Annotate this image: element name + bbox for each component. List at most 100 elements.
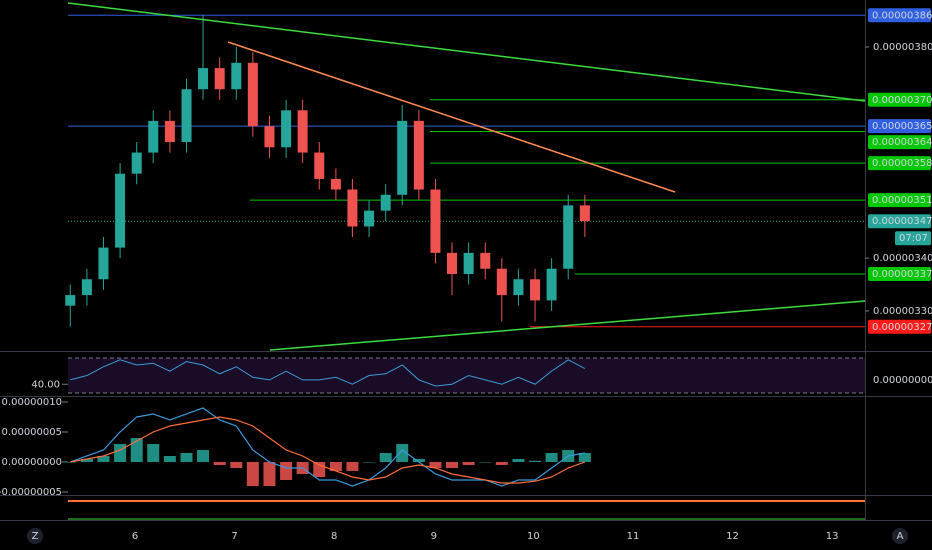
trend-line [227,41,676,193]
signal-line [70,416,586,484]
macd-tick-label: -0.00000005 [0,487,62,498]
candle-body [65,295,76,306]
candle-body [181,89,192,143]
price-tag [868,119,931,134]
y-tick-label: 0.00000330 [873,306,932,317]
candle-body [347,189,358,227]
x-tick-label: 10 [527,531,540,542]
candle-body [447,252,458,274]
candle-body [131,152,142,174]
price-tag-label: 0.00000347 [872,216,932,227]
x-tick-label: 9 [431,531,437,542]
macd-histogram-bar [495,461,508,465]
candle-body [530,279,541,301]
candle-body [264,126,275,148]
candle-body [98,247,109,280]
bottom-strip [68,500,865,520]
macd-histogram-bar [280,461,293,480]
macd-histogram-bar [147,443,160,462]
candle-body [164,120,175,143]
scale-button-label[interactable]: Z [32,531,39,542]
macd-histogram-bar [512,458,525,462]
price-tag [868,8,931,23]
x-tick-label: 7 [231,531,237,542]
plot: 6 7 8 9 10 11 12 13 0.00000380 0.00000340 0.000003… [0,8,932,542]
macd-histogram-bar [329,461,342,471]
candle-body [281,110,292,148]
rsi-tick-label: 40.00 [31,379,60,390]
price-tag-label: 0.00000327 [872,322,932,333]
x-tick-label: 13 [826,531,839,542]
price-tag [868,319,931,334]
macd-histogram-bar [479,461,492,463]
auto-button-label[interactable]: A [897,531,904,542]
rsi-band [68,358,865,393]
candle-body [214,68,225,90]
trend-line [67,2,866,102]
macd-histogram-bar [197,449,210,462]
price-tag [868,266,931,281]
candle-body [480,252,491,269]
candle-body [579,205,590,222]
candle-body [380,194,391,211]
macd-histogram-bar [462,461,475,465]
trend-line [269,300,866,351]
price-tag [868,92,931,107]
x-tick-label: 6 [132,531,138,542]
price-tag-label: 0.00000365 [872,121,932,132]
price-tag [868,135,931,150]
macd-histogram-bar [346,461,359,471]
price-tag-label: 0.00000337 [872,269,932,280]
candle-body [563,205,574,269]
countdown: 07:07 [899,233,928,244]
x-tick-label: 11 [627,531,640,542]
price-tag-label: 0.00000358 [872,158,932,169]
macd-histogram-bar [130,437,143,462]
scale-button[interactable] [27,528,43,544]
trend-lines [67,2,866,351]
macd-histogram-bar [429,461,442,468]
macd-histogram-bar [230,461,243,468]
candle-body [330,178,341,190]
macd-histogram-bar [180,452,193,462]
price-tag [868,156,931,171]
candle-body [115,173,126,248]
candle-body [513,279,524,296]
candle-body [148,120,159,153]
countdown-tag [895,231,931,246]
price-tag-label: 0.00000386 [872,10,932,21]
macd-line [70,407,585,487]
price-tag-label: 0.00000364 [872,137,932,148]
macd-histogram-bar [213,461,226,465]
macd-histogram-bar [578,452,591,462]
price-tag [868,193,931,208]
rsi-axis-label: 0.00000000 [873,375,932,386]
rsi-line [70,359,586,387]
macd-tick-label: 0.00000005 [2,427,62,438]
candle-body [297,110,308,153]
macd-histogram-bar [529,460,542,462]
price-tag-label: 0.00000351 [872,195,932,206]
macd-histogram-bar [412,458,425,462]
candle-body [231,62,242,90]
macd-histogram-bar [263,461,276,486]
macd-histogram-bar [64,461,77,463]
macd-histogram-bar [246,461,259,486]
x-tick-label: 8 [331,531,337,542]
macd-tick-label: 0.00000010 [2,397,62,408]
macd-histogram-bar [379,452,392,462]
price-tag-label: 0.00000370 [872,95,932,106]
x-tick-label: 12 [726,531,739,542]
y-tick-label: 0.00000380 [873,42,932,53]
y-tick-label: 0.00000340 [873,253,932,264]
candle-body [198,68,209,90]
macd-histogram-bar [97,455,110,462]
macd-tick-label: 0.00000000 [2,457,62,468]
macd-histogram-bar [114,443,127,462]
auto-button[interactable] [892,528,908,544]
candle-body [430,189,441,253]
candle-body [247,62,258,127]
price-tag [868,214,931,229]
